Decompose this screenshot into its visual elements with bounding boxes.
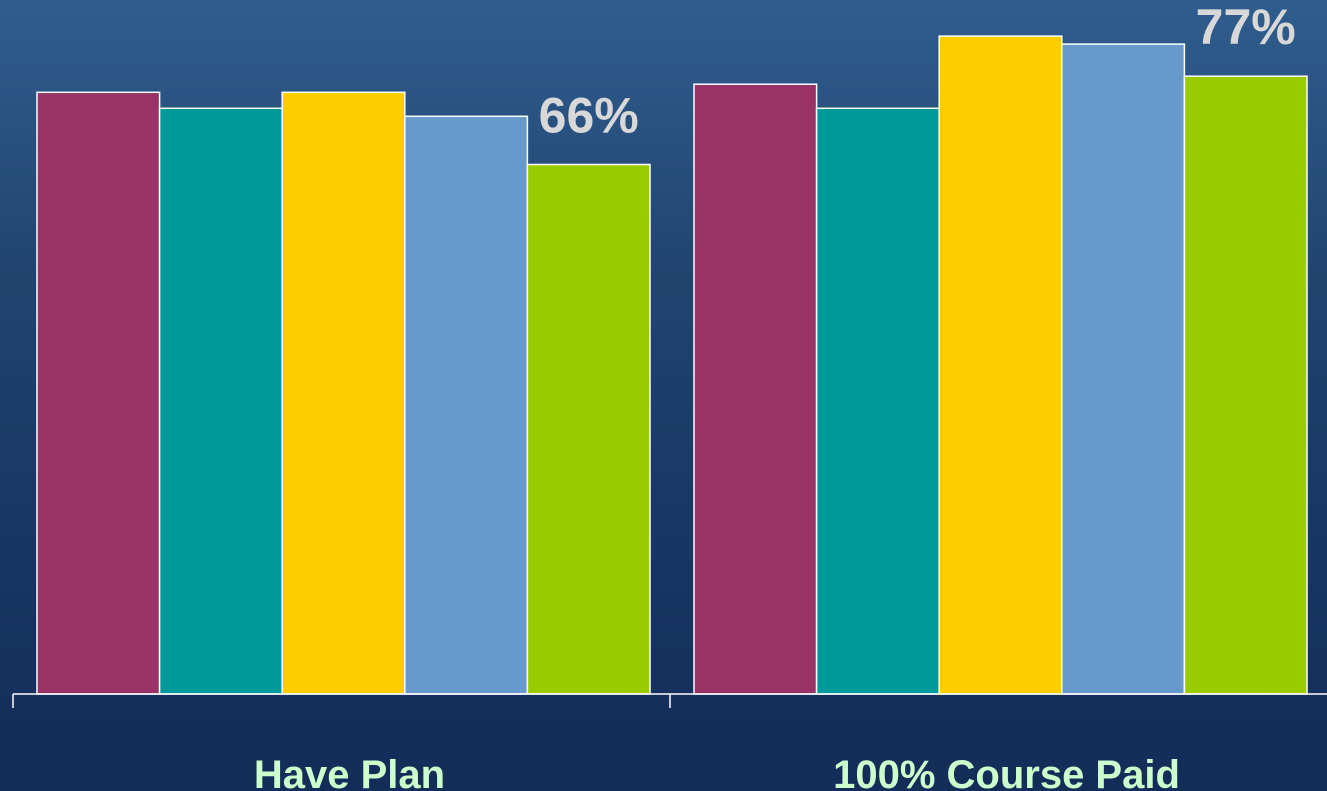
- bar-2-3: [938, 35, 1063, 695]
- bar-1-5: [526, 163, 651, 695]
- bar-2-1: [693, 83, 818, 695]
- bar-1-1: [36, 91, 161, 695]
- bar-2-2: [815, 107, 940, 695]
- bar-1-2: [158, 107, 283, 695]
- bar-1-3: [281, 91, 406, 695]
- data-label: 66%: [539, 88, 639, 144]
- x-tick-label: 100% Course Paid: [833, 753, 1180, 791]
- bar-2-4: [1061, 43, 1186, 695]
- bar-1-4: [404, 115, 529, 695]
- data-label: 77%: [1196, 0, 1296, 55]
- bar-2-5: [1183, 75, 1308, 695]
- x-tick-label: Have Plan: [254, 753, 445, 791]
